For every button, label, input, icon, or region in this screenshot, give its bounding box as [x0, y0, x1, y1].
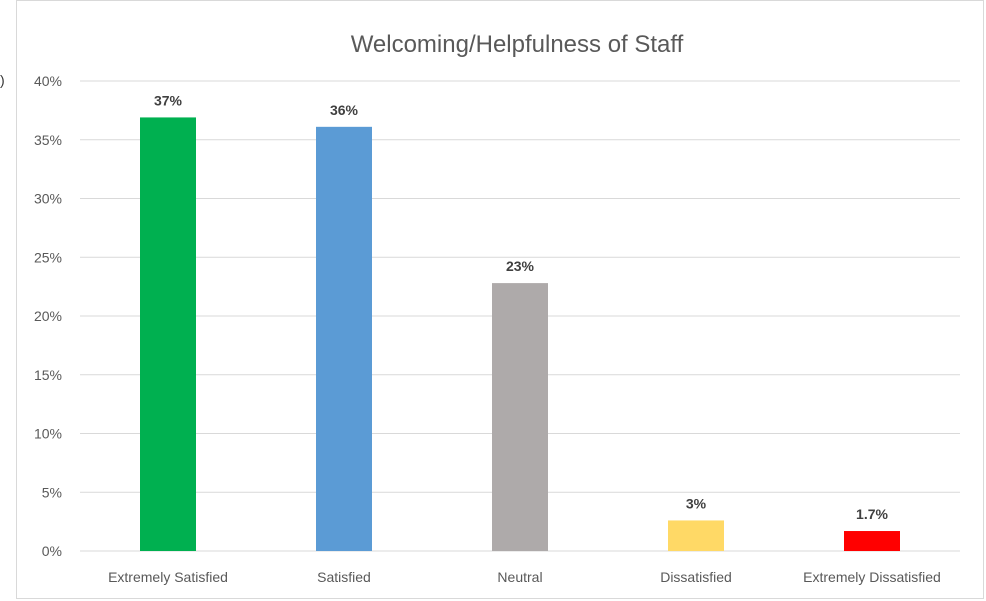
- x-tick-label: Satisfied: [317, 569, 371, 585]
- data-label: 36%: [330, 102, 359, 118]
- y-tick-label: 30%: [34, 191, 62, 207]
- y-tick-label: 40%: [34, 73, 62, 89]
- x-tick-label: Dissatisfied: [660, 569, 732, 585]
- y-tick-label: 25%: [34, 249, 62, 265]
- y-tick-label: 0%: [42, 543, 62, 559]
- data-label: 23%: [506, 258, 535, 274]
- clipped-fragment: ): [0, 72, 5, 88]
- x-tick-label: Extremely Dissatisfied: [803, 569, 941, 585]
- y-tick-label: 5%: [42, 484, 62, 500]
- chart-title: Welcoming/Helpfulness of Staff: [351, 31, 684, 58]
- y-axis: 0% 5% 10% 15% 20% 25% 30% 35% 40%: [34, 73, 62, 559]
- x-tick-label: Neutral: [497, 569, 542, 585]
- bar: [316, 126, 372, 551]
- bar: [668, 520, 724, 551]
- data-label: 37%: [154, 92, 183, 108]
- y-tick-label: 35%: [34, 132, 62, 148]
- y-tick-label: 10%: [34, 426, 62, 442]
- bars: [140, 117, 900, 552]
- bar: [492, 283, 548, 551]
- x-tick-label: Extremely Satisfied: [108, 569, 228, 585]
- bar: [140, 117, 196, 552]
- x-axis: Extremely Satisfied Satisfied Neutral Dissa…: [108, 569, 941, 585]
- y-tick-label: 20%: [34, 308, 62, 324]
- bar: [844, 531, 900, 551]
- data-label: 1.7%: [856, 506, 888, 522]
- data-label: 3%: [686, 495, 707, 511]
- y-tick-label: 15%: [34, 367, 62, 383]
- data-labels: 37% 36% 23% 3% 1.7%: [154, 92, 889, 522]
